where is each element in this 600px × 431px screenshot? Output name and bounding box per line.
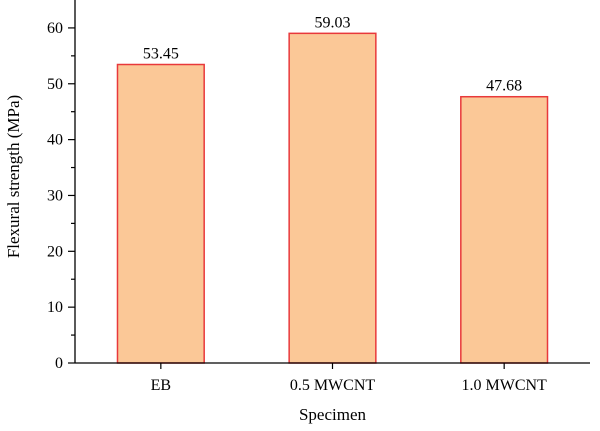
y-tick-label-3: 30: [47, 187, 63, 204]
x-ticks-layer: EB 0.5 MWCNT 1.0 MWCNT: [151, 363, 547, 394]
x-tick-label-1: 0.5 MWCNT: [290, 377, 376, 394]
y-tick-label-0: 0: [55, 355, 63, 372]
bar-0: [116, 63, 205, 364]
x-tick-label-2: 1.0 MWCNT: [462, 377, 548, 394]
y-tick-label-1: 10: [47, 299, 63, 316]
data-label-2: 47.68: [486, 78, 522, 95]
y-axis-title: Flexural strength (MPa): [4, 95, 23, 258]
bar-2: [460, 95, 549, 364]
data-label-1: 59.03: [315, 14, 351, 31]
bar-1: [288, 32, 377, 364]
data-label-0: 53.45: [143, 46, 179, 63]
y-tick-label-2: 20: [47, 243, 63, 260]
data-labels-layer: 53.45 59.03 47.68: [143, 14, 522, 94]
x-axis-title: Specimen: [299, 405, 367, 424]
y-ticks-layer: 0 10 20 30 40 50 60: [47, 20, 75, 372]
x-tick-label-0: EB: [151, 377, 171, 394]
y-tick-label-4: 40: [47, 132, 63, 149]
bars-layer: [116, 32, 549, 364]
y-tick-label-5: 50: [47, 76, 63, 93]
y-tick-label-6: 60: [47, 20, 63, 37]
